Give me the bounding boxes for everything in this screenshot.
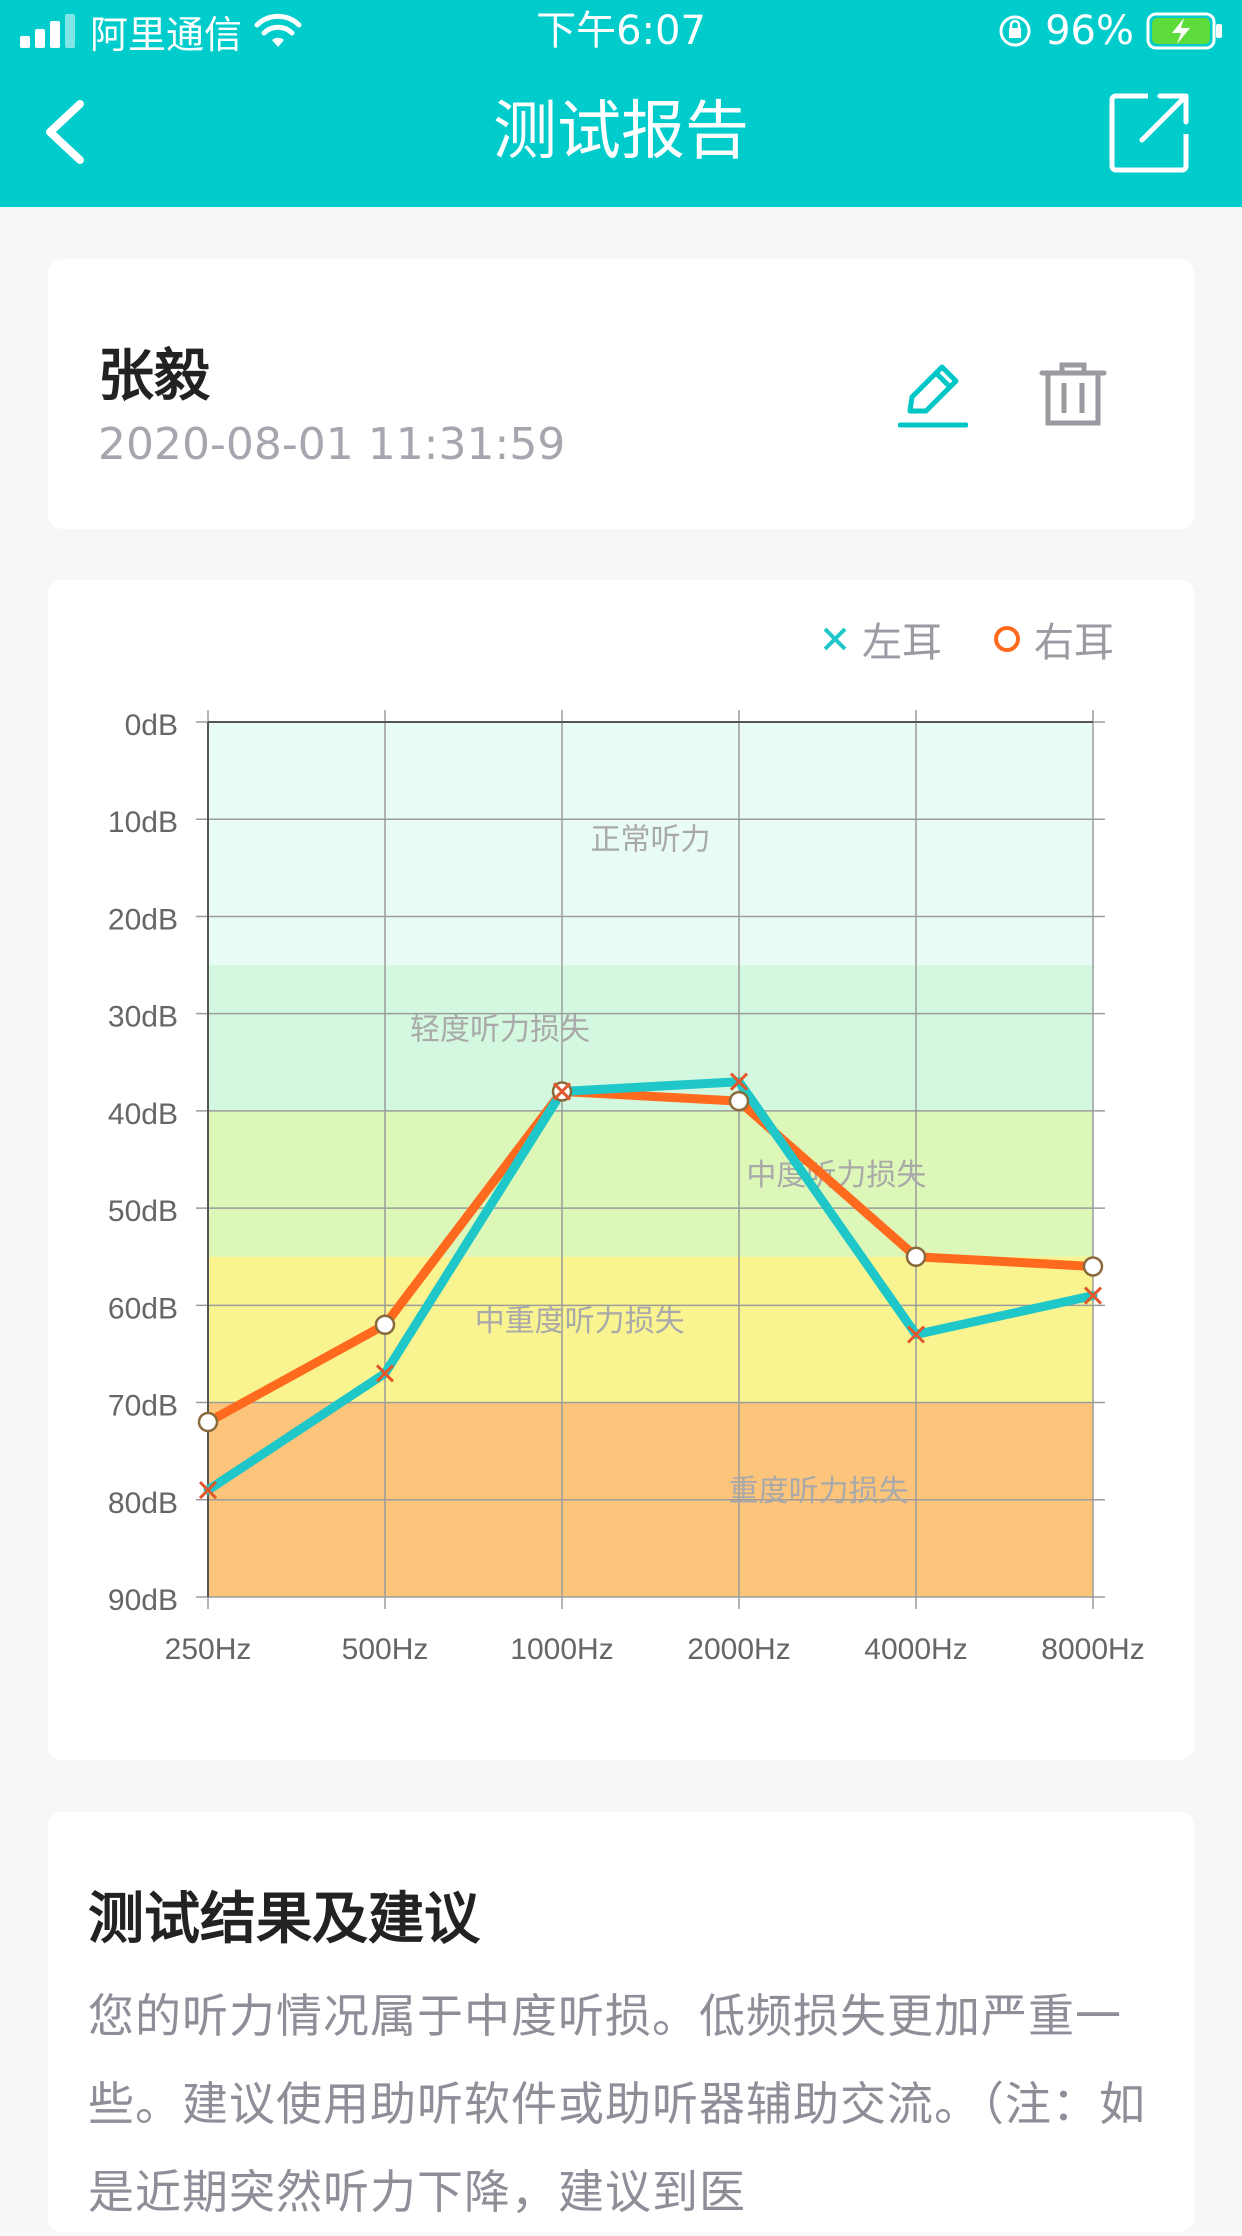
top-bar: 阿里通信 下午6:07 96% <box>0 0 1242 207</box>
left-ear-point <box>375 1364 395 1383</box>
right-ear-point <box>728 1090 750 1112</box>
circle-marker-icon <box>994 626 1020 652</box>
audiogram-card: 左耳 右耳 0dB 10dB 20dB 30dB 40dB 50dB 60dB 70dB 80d… <box>48 580 1194 1760</box>
y-tick-label: 0dB <box>125 709 178 742</box>
status-time: 下午6:07 <box>536 8 706 54</box>
legend-right-ear-label: 右耳 <box>1034 620 1114 666</box>
page-title: 测试报告 <box>493 95 749 169</box>
cross-marker-icon <box>823 627 847 651</box>
left-ear-point <box>729 1072 749 1091</box>
right-ear-point <box>197 1411 219 1433</box>
y-tick-label: 80dB <box>108 1487 178 1520</box>
series-right-ear-line <box>203 1086 1098 1427</box>
user-card: 张毅 2020-08-01 11:31:59 <box>48 259 1194 529</box>
band-label: 中重度听力损失 <box>475 1304 685 1339</box>
share-button[interactable] <box>1108 90 1192 174</box>
test-datetime: 2020-08-01 11:31:59 <box>98 419 566 470</box>
band-2 <box>208 1110 1093 1257</box>
advice-card: 测试结果及建议 您的听力情况属于中度听损。低频损失更加严重一些。建议使用助听软件… <box>48 1812 1194 2232</box>
y-tick-label: 70dB <box>108 1390 178 1423</box>
orientation-lock-icon <box>999 15 1031 47</box>
legend-left-ear-label: 左耳 <box>862 620 942 666</box>
legend-left-ear: 左耳 <box>820 610 942 668</box>
right-ear-point <box>374 1314 396 1336</box>
edit-button[interactable] <box>898 359 968 429</box>
chart-legend: 左耳 右耳 <box>820 610 1114 668</box>
battery-charging-icon <box>1146 12 1222 50</box>
wifi-icon <box>254 13 302 47</box>
band-label: 正常听力 <box>591 823 711 858</box>
signal-icon <box>20 14 75 48</box>
x-tick-label: 500Hz <box>342 1633 429 1666</box>
left-ear-point <box>1083 1286 1103 1305</box>
y-tick-label: 30dB <box>108 1001 178 1034</box>
user-name: 张毅 <box>98 344 210 409</box>
x-tick-label: 1000Hz <box>510 1633 613 1666</box>
y-tick-label: 10dB <box>108 806 178 839</box>
status-left: 阿里通信 <box>20 8 302 57</box>
delete-button[interactable] <box>1038 359 1108 429</box>
left-ear-point <box>906 1325 926 1344</box>
band-label: 轻度听力损失 <box>410 1012 590 1047</box>
advice-text: 您的听力情况属于中度听损。低频损失更加严重一些。建议使用助听软件或助听器辅助交流… <box>88 1989 1146 2219</box>
x-tick-label: 2000Hz <box>687 1633 790 1666</box>
battery-percent: 96% <box>1045 8 1134 54</box>
y-tick-label: 90dB <box>108 1584 178 1617</box>
left-ear-point <box>552 1082 572 1101</box>
x-tick-label: 4000Hz <box>864 1633 967 1666</box>
audiogram-chart: 0dB 10dB 20dB 30dB 40dB 50dB 60dB 70dB 80dB 90dB 2… <box>108 709 1145 1666</box>
x-tick-label: 8000Hz <box>1041 1633 1144 1666</box>
left-ear-point <box>198 1480 218 1500</box>
advice-title: 测试结果及建议 <box>88 1887 480 1952</box>
back-button[interactable] <box>30 92 100 172</box>
nav-bar: 测试报告 <box>0 62 1242 207</box>
band-0 <box>208 722 1093 966</box>
y-tick-label: 50dB <box>108 1195 178 1228</box>
series-left-ear-line <box>203 1077 1098 1495</box>
y-tick-label: 60dB <box>108 1292 178 1325</box>
legend-right-ear: 右耳 <box>992 610 1114 668</box>
band-label: 重度听力损失 <box>729 1474 909 1509</box>
y-tick-label: 40dB <box>108 1098 178 1131</box>
x-tick-label: 250Hz <box>165 1633 252 1666</box>
status-right: 96% <box>997 8 1224 54</box>
y-tick-label: 20dB <box>108 903 178 936</box>
right-ear-point <box>905 1246 927 1267</box>
carrier-name: 阿里通信 <box>90 12 243 57</box>
status-bar: 阿里通信 下午6:07 96% <box>0 0 1242 62</box>
right-ear-point <box>1082 1256 1104 1277</box>
